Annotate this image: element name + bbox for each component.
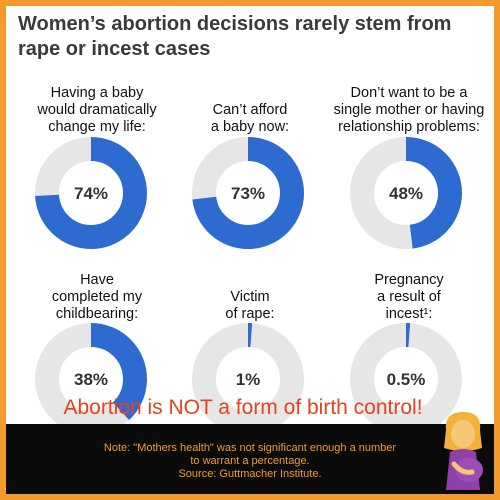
donut-slice-3 <box>350 137 462 249</box>
note-line-2: to warrant a percentage. <box>190 455 310 467</box>
donut-slice-6 <box>350 323 462 424</box>
note-line-1: Note: "Mothers health" was not significa… <box>103 442 397 454</box>
donut-charts: 74% 73% 48% 38% 1% 0.5% <box>35 137 462 424</box>
donut-label-3: Don’t want to be a single mother or havi… <box>333 85 485 135</box>
donut-label-4: Have completed my childbearing: <box>51 272 143 322</box>
donut-label-1: Having a baby would dramatically change … <box>37 85 157 135</box>
donut-value-6: 0.5% <box>387 370 426 389</box>
donut-label-2: Can’t afford a baby now: <box>210 102 290 135</box>
donut-value-2: 73% <box>231 184 265 203</box>
infographic-card: Women’s abortion decisions rarely stem f… <box>6 6 494 424</box>
pregnant-woman-icon <box>444 412 483 490</box>
donut-slice-2 <box>192 137 304 249</box>
donut-slice-1 <box>35 137 147 249</box>
donut-value-1: 74% <box>74 184 108 203</box>
donut-label-6: Pregnancy a result of incest¹: <box>374 272 444 322</box>
donut-slice-5 <box>192 323 304 424</box>
source-line: Source: Guttmacher Institute. <box>178 468 322 480</box>
donut-value-3: 48% <box>389 184 423 203</box>
banner-text: Abortion is NOT a form of birth control! <box>63 396 423 419</box>
donut-value-5: 1% <box>236 370 261 389</box>
donut-label-5: Victim of rape: <box>225 289 275 322</box>
donut-value-4: 38% <box>74 370 108 389</box>
chart-title: Women’s abortion decisions rarely stem f… <box>18 13 452 60</box>
donut-slice-4 <box>35 323 147 424</box>
footer-bar: Note: "Mothers health" was not significa… <box>6 424 494 494</box>
